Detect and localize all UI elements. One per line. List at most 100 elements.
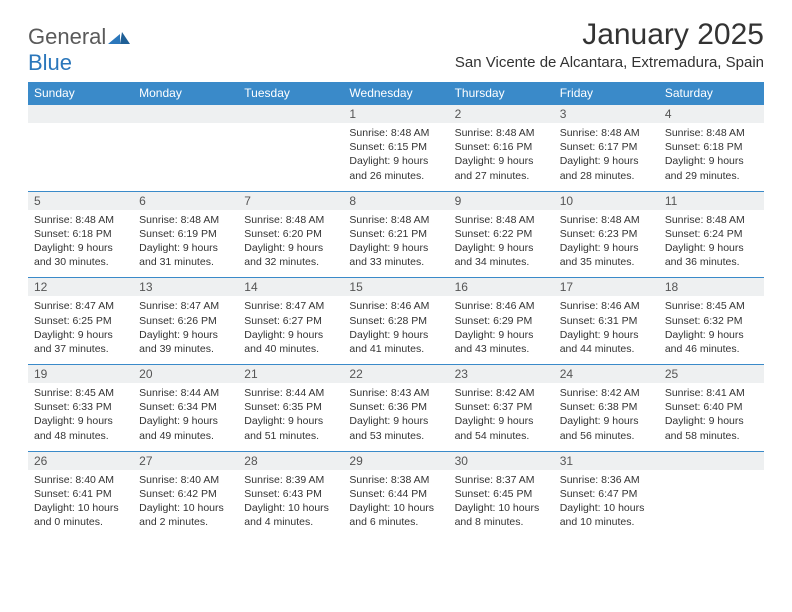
day-header: Friday: [554, 82, 659, 105]
day-number: [133, 105, 238, 123]
sunrise-text: Sunrise: 8:48 AM: [665, 126, 758, 140]
day-body: Sunrise: 8:42 AMSunset: 6:37 PMDaylight:…: [449, 383, 554, 451]
day-number: 2: [449, 105, 554, 123]
day-header: Wednesday: [343, 82, 448, 105]
sunrise-text: Sunrise: 8:48 AM: [455, 126, 548, 140]
sunrise-text: Sunrise: 8:47 AM: [244, 299, 337, 313]
daylight-text-1: Daylight: 9 hours: [665, 241, 758, 255]
day-body: Sunrise: 8:36 AMSunset: 6:47 PMDaylight:…: [554, 470, 659, 538]
calendar-cell: 12Sunrise: 8:47 AMSunset: 6:25 PMDayligh…: [28, 278, 133, 365]
daylight-text-1: Daylight: 9 hours: [349, 241, 442, 255]
sunset-text: Sunset: 6:38 PM: [560, 400, 653, 414]
sunrise-text: Sunrise: 8:46 AM: [349, 299, 442, 313]
daylight-text-2: and 39 minutes.: [139, 342, 232, 356]
daylight-text-1: Daylight: 9 hours: [34, 328, 127, 342]
daylight-text-2: and 53 minutes.: [349, 429, 442, 443]
daylight-text-2: and 34 minutes.: [455, 255, 548, 269]
day-number: 13: [133, 278, 238, 296]
day-body: Sunrise: 8:48 AMSunset: 6:18 PMDaylight:…: [28, 210, 133, 278]
sunset-text: Sunset: 6:35 PM: [244, 400, 337, 414]
daylight-text-1: Daylight: 10 hours: [244, 501, 337, 515]
day-number: 17: [554, 278, 659, 296]
daylight-text-2: and 43 minutes.: [455, 342, 548, 356]
sunrise-text: Sunrise: 8:38 AM: [349, 473, 442, 487]
sunset-text: Sunset: 6:16 PM: [455, 140, 548, 154]
sunrise-text: Sunrise: 8:42 AM: [455, 386, 548, 400]
calendar-cell: 20Sunrise: 8:44 AMSunset: 6:34 PMDayligh…: [133, 365, 238, 452]
title-block: January 2025 San Vicente de Alcantara, E…: [455, 18, 764, 71]
calendar-cell: 18Sunrise: 8:45 AMSunset: 6:32 PMDayligh…: [659, 278, 764, 365]
daylight-text-1: Daylight: 9 hours: [455, 328, 548, 342]
calendar-cell: 4Sunrise: 8:48 AMSunset: 6:18 PMDaylight…: [659, 105, 764, 192]
day-number: 26: [28, 452, 133, 470]
daylight-text-1: Daylight: 9 hours: [349, 154, 442, 168]
calendar-week-row: 12Sunrise: 8:47 AMSunset: 6:25 PMDayligh…: [28, 278, 764, 365]
calendar-cell: 2Sunrise: 8:48 AMSunset: 6:16 PMDaylight…: [449, 105, 554, 192]
day-header-row: Sunday Monday Tuesday Wednesday Thursday…: [28, 82, 764, 105]
daylight-text-2: and 31 minutes.: [139, 255, 232, 269]
calendar-cell: 8Sunrise: 8:48 AMSunset: 6:21 PMDaylight…: [343, 191, 448, 278]
day-body: Sunrise: 8:47 AMSunset: 6:26 PMDaylight:…: [133, 296, 238, 364]
daylight-text-1: Daylight: 9 hours: [139, 414, 232, 428]
day-body: Sunrise: 8:43 AMSunset: 6:36 PMDaylight:…: [343, 383, 448, 451]
sunrise-text: Sunrise: 8:48 AM: [560, 213, 653, 227]
sunrise-text: Sunrise: 8:47 AM: [34, 299, 127, 313]
calendar-cell: 19Sunrise: 8:45 AMSunset: 6:33 PMDayligh…: [28, 365, 133, 452]
day-number: 9: [449, 192, 554, 210]
day-body: Sunrise: 8:48 AMSunset: 6:24 PMDaylight:…: [659, 210, 764, 278]
calendar-cell: 16Sunrise: 8:46 AMSunset: 6:29 PMDayligh…: [449, 278, 554, 365]
daylight-text-2: and 48 minutes.: [34, 429, 127, 443]
day-body: Sunrise: 8:48 AMSunset: 6:17 PMDaylight:…: [554, 123, 659, 191]
day-header: Sunday: [28, 82, 133, 105]
day-number: 20: [133, 365, 238, 383]
sunset-text: Sunset: 6:41 PM: [34, 487, 127, 501]
daylight-text-1: Daylight: 10 hours: [34, 501, 127, 515]
day-body: [133, 123, 238, 183]
day-number: 22: [343, 365, 448, 383]
sunset-text: Sunset: 6:18 PM: [665, 140, 758, 154]
calendar-cell: 13Sunrise: 8:47 AMSunset: 6:26 PMDayligh…: [133, 278, 238, 365]
daylight-text-2: and 44 minutes.: [560, 342, 653, 356]
day-number: 30: [449, 452, 554, 470]
calendar-week-row: 19Sunrise: 8:45 AMSunset: 6:33 PMDayligh…: [28, 365, 764, 452]
day-header: Tuesday: [238, 82, 343, 105]
day-body: Sunrise: 8:48 AMSunset: 6:19 PMDaylight:…: [133, 210, 238, 278]
calendar-cell: [133, 105, 238, 192]
day-header: Thursday: [449, 82, 554, 105]
day-body: Sunrise: 8:41 AMSunset: 6:40 PMDaylight:…: [659, 383, 764, 451]
sunrise-text: Sunrise: 8:43 AM: [349, 386, 442, 400]
day-number: 25: [659, 365, 764, 383]
day-body: Sunrise: 8:45 AMSunset: 6:32 PMDaylight:…: [659, 296, 764, 364]
daylight-text-2: and 51 minutes.: [244, 429, 337, 443]
daylight-text-2: and 27 minutes.: [455, 169, 548, 183]
sunrise-text: Sunrise: 8:48 AM: [139, 213, 232, 227]
sunset-text: Sunset: 6:20 PM: [244, 227, 337, 241]
day-number: 4: [659, 105, 764, 123]
calendar-cell: 3Sunrise: 8:48 AMSunset: 6:17 PMDaylight…: [554, 105, 659, 192]
daylight-text-1: Daylight: 9 hours: [560, 241, 653, 255]
day-number: 21: [238, 365, 343, 383]
day-body: Sunrise: 8:38 AMSunset: 6:44 PMDaylight:…: [343, 470, 448, 538]
calendar-cell: 24Sunrise: 8:42 AMSunset: 6:38 PMDayligh…: [554, 365, 659, 452]
daylight-text-1: Daylight: 9 hours: [349, 414, 442, 428]
daylight-text-1: Daylight: 10 hours: [455, 501, 548, 515]
daylight-text-1: Daylight: 10 hours: [349, 501, 442, 515]
day-body: Sunrise: 8:40 AMSunset: 6:41 PMDaylight:…: [28, 470, 133, 538]
sunrise-text: Sunrise: 8:46 AM: [455, 299, 548, 313]
sunset-text: Sunset: 6:17 PM: [560, 140, 653, 154]
calendar-cell: 7Sunrise: 8:48 AMSunset: 6:20 PMDaylight…: [238, 191, 343, 278]
sunset-text: Sunset: 6:47 PM: [560, 487, 653, 501]
sunrise-text: Sunrise: 8:40 AM: [139, 473, 232, 487]
sunrise-text: Sunrise: 8:48 AM: [244, 213, 337, 227]
day-number: 8: [343, 192, 448, 210]
day-body: Sunrise: 8:46 AMSunset: 6:28 PMDaylight:…: [343, 296, 448, 364]
calendar-cell: 22Sunrise: 8:43 AMSunset: 6:36 PMDayligh…: [343, 365, 448, 452]
sunset-text: Sunset: 6:22 PM: [455, 227, 548, 241]
daylight-text-2: and 0 minutes.: [34, 515, 127, 529]
daylight-text-2: and 58 minutes.: [665, 429, 758, 443]
daylight-text-2: and 26 minutes.: [349, 169, 442, 183]
calendar-cell: 9Sunrise: 8:48 AMSunset: 6:22 PMDaylight…: [449, 191, 554, 278]
calendar-cell: 29Sunrise: 8:38 AMSunset: 6:44 PMDayligh…: [343, 451, 448, 537]
calendar-week-row: 1Sunrise: 8:48 AMSunset: 6:15 PMDaylight…: [28, 105, 764, 192]
day-body: Sunrise: 8:37 AMSunset: 6:45 PMDaylight:…: [449, 470, 554, 538]
